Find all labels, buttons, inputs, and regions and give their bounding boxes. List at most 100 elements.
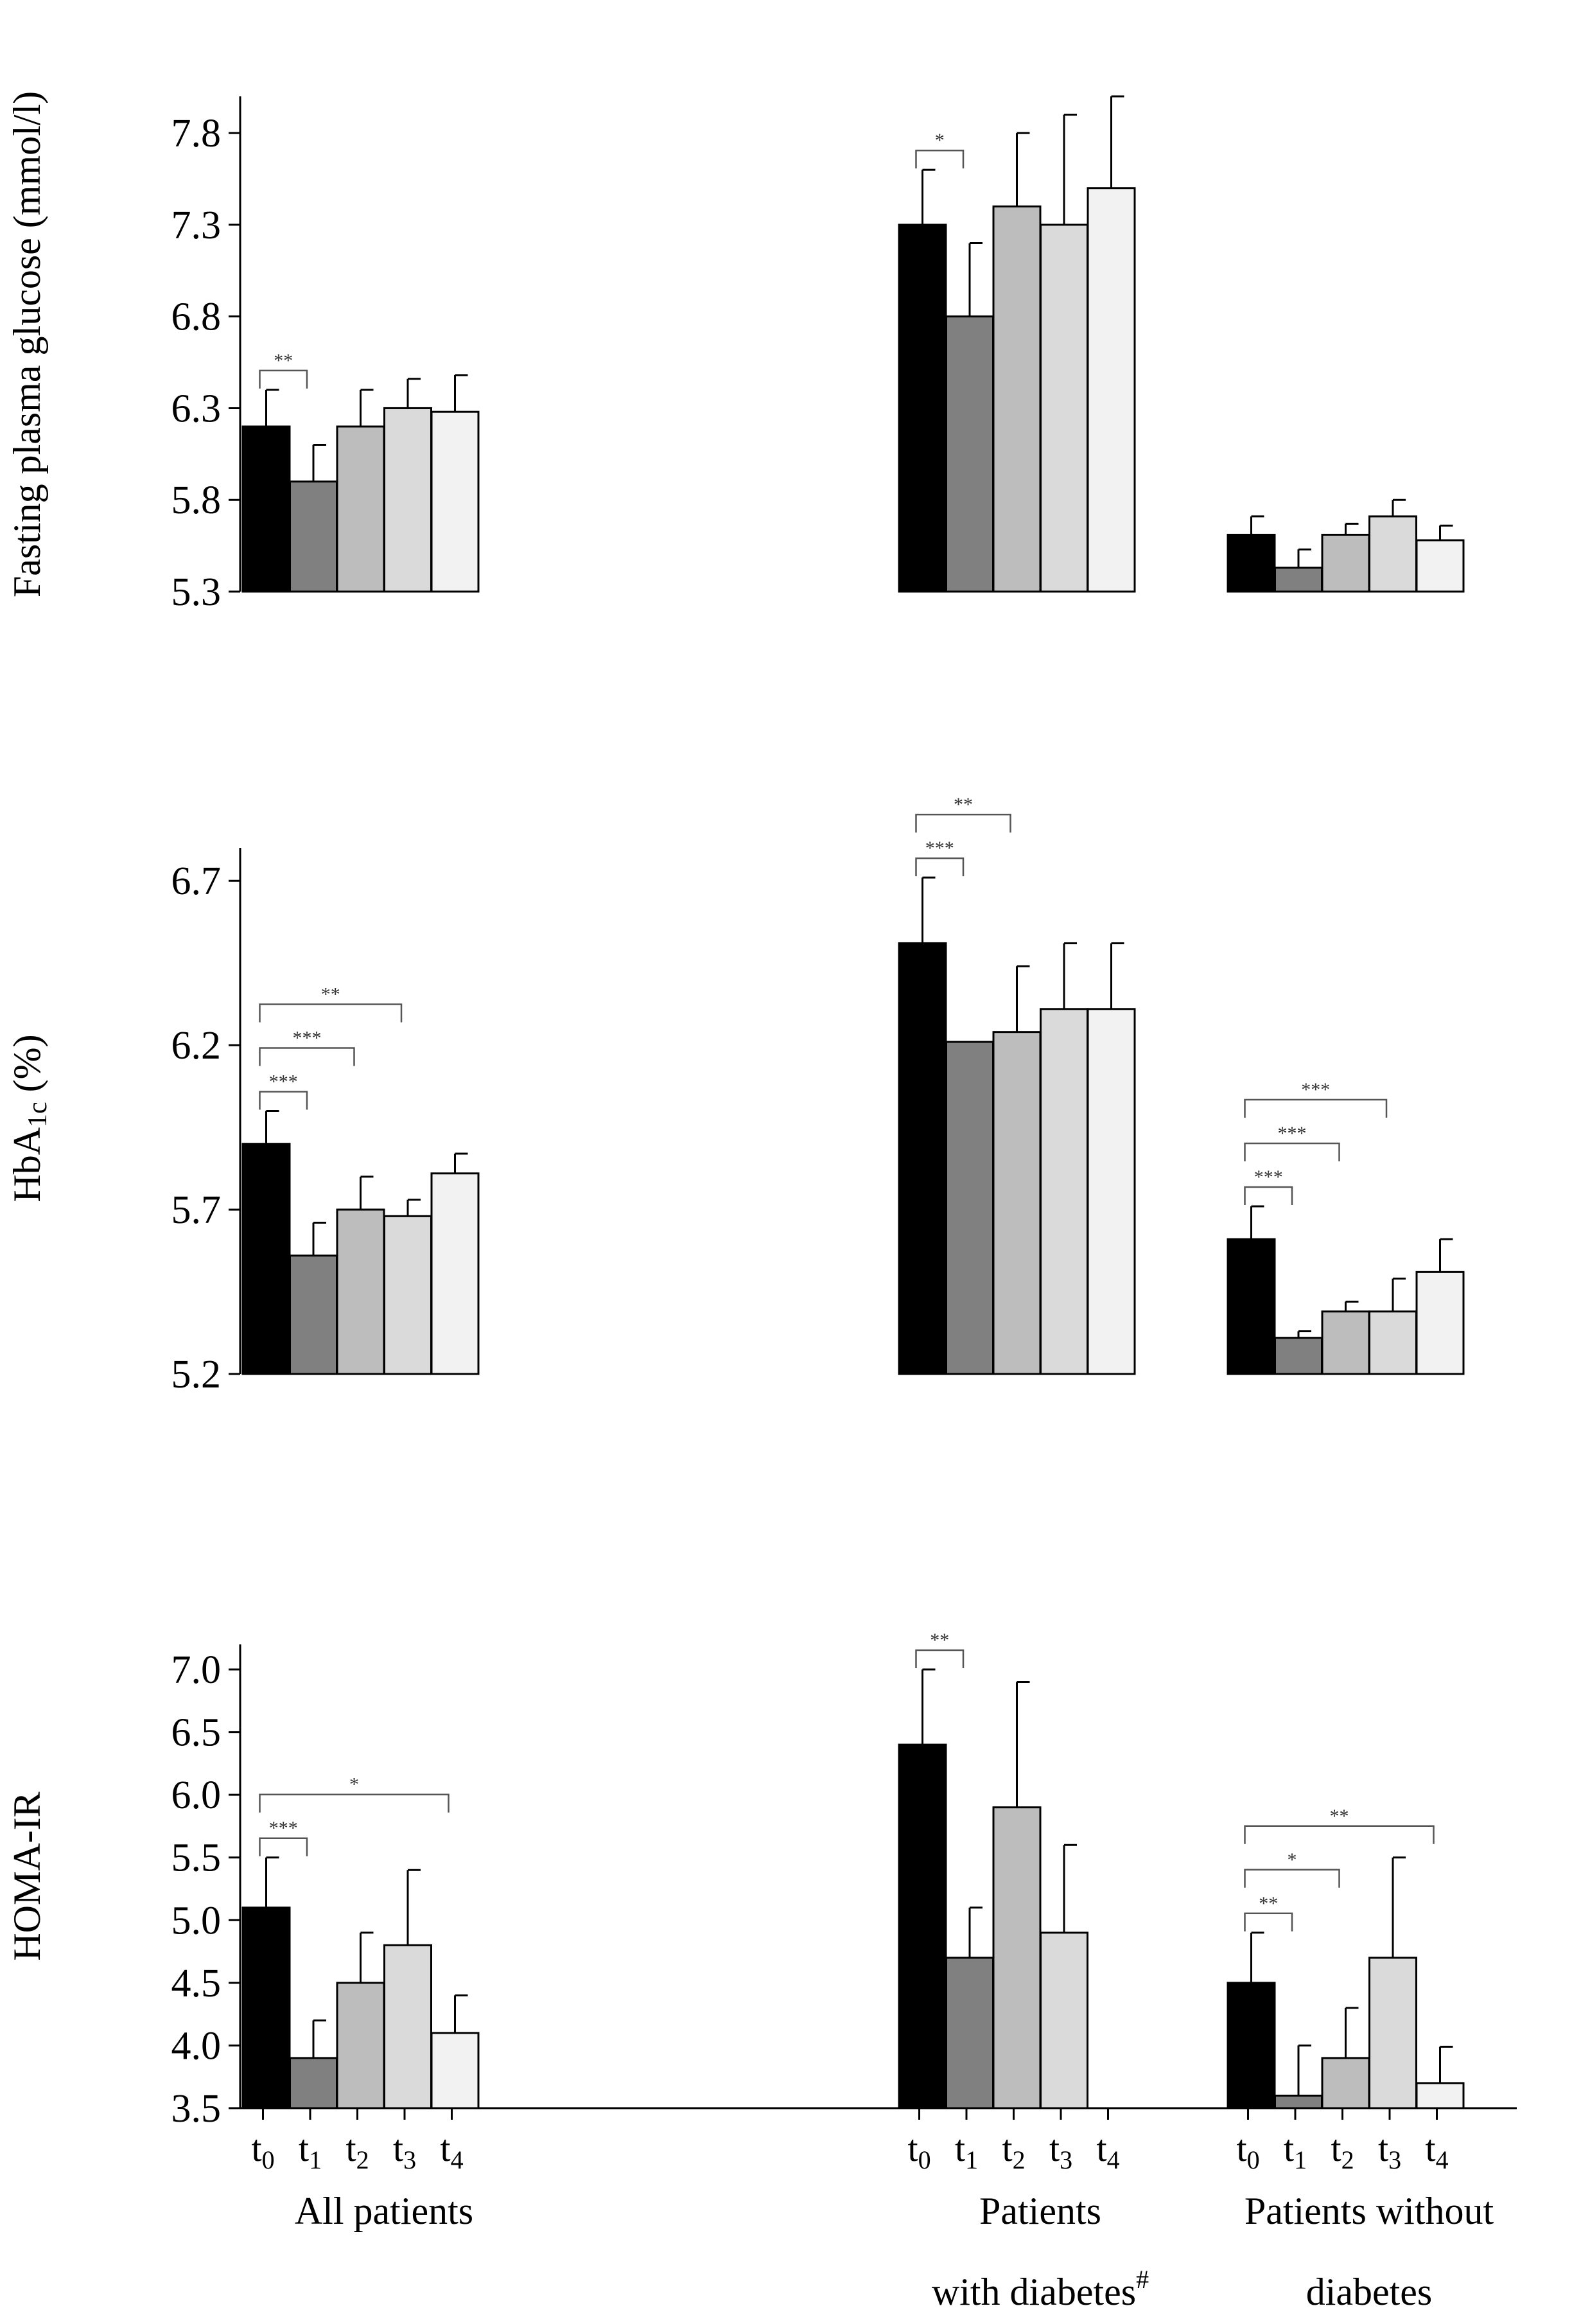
bar-hba1c-g2-t4 xyxy=(1415,1271,1465,1375)
bar-fpg-g1-t2 xyxy=(992,205,1042,593)
significance-bracket xyxy=(915,1649,965,1669)
bar-fpg-g1-t4 xyxy=(1087,187,1136,593)
bar-fpg-g2-t4 xyxy=(1415,539,1465,593)
significance-label: ** xyxy=(954,794,973,815)
bar-homa-g0-t0 xyxy=(241,1906,291,2109)
bar-group-2: ***** xyxy=(1227,1806,1465,2109)
bar-fpg-g1-t1 xyxy=(945,315,994,593)
x-tick-label: t1 xyxy=(299,2127,322,2174)
y-tick-label: 7.3 xyxy=(171,204,222,247)
significance-bracket xyxy=(1244,1142,1340,1161)
x-tick-label: t3 xyxy=(1049,2127,1072,2174)
significance-bracket xyxy=(1244,1825,1435,1844)
bar-hba1c-g0-t4 xyxy=(430,1172,480,1375)
bar-group-2 xyxy=(1227,498,1465,593)
bar-fpg-g0-t1 xyxy=(289,480,338,593)
x-tick-label: t2 xyxy=(1002,2127,1025,2174)
bar-hba1c-g2-t3 xyxy=(1368,1310,1417,1375)
group-label-nodm-line1: Patients without xyxy=(1245,2190,1494,2232)
significance-label: *** xyxy=(925,838,954,859)
bar-hba1c-g0-t0 xyxy=(241,1143,291,1375)
bar-hba1c-g1-t1 xyxy=(945,1041,994,1375)
y-tick-label: 5.5 xyxy=(171,1836,222,1880)
bar-hba1c-g2-t2 xyxy=(1321,1310,1370,1375)
group-label-all-line1: All patients xyxy=(295,2190,473,2232)
y-axis-title: Fasting plasma glucose (mmol/l) xyxy=(6,91,48,597)
significance-label: ** xyxy=(321,984,340,1005)
x-tick-label: t3 xyxy=(393,2127,416,2174)
significance-bracket xyxy=(1244,1098,1388,1118)
bar-group-0: ** xyxy=(241,350,480,593)
y-tick-label: 6.2 xyxy=(171,1024,222,1068)
significance-label: *** xyxy=(269,1071,298,1093)
x-tick-label: t0 xyxy=(907,2127,930,2174)
x-tick-label: t0 xyxy=(1236,2127,1259,2174)
bar-hba1c-g1-t4 xyxy=(1087,1008,1136,1375)
significance-label: ** xyxy=(930,1630,949,1651)
group-label-dm-line1: Patients xyxy=(979,2190,1101,2232)
bar-hba1c-g0-t1 xyxy=(289,1254,338,1375)
bar-homa-g2-t2 xyxy=(1321,2057,1370,2109)
significance-label: *** xyxy=(1254,1166,1283,1188)
bar-fpg-g0-t3 xyxy=(383,407,432,593)
significance-label: * xyxy=(349,1774,359,1795)
significance-bracket xyxy=(259,369,308,389)
y-tick-label: 4.0 xyxy=(171,2024,222,2068)
y-tick-label: 5.2 xyxy=(171,1353,222,1396)
time-point-labels: t0 t1 t2 t3 t4 t0 t1 t2 t3 t4 t0 t1 t2 t3 t4 xyxy=(251,2108,1449,2174)
significance-bracket xyxy=(915,857,965,877)
bar-group-0: **** xyxy=(241,1774,480,2109)
y-tick-label: 6.0 xyxy=(171,1774,222,1817)
bar-homa-g2-t4 xyxy=(1415,2082,1465,2109)
bar-group-1: * xyxy=(898,95,1136,593)
bar-homa-g0-t2 xyxy=(336,1982,385,2109)
y-tick-label: 7.0 xyxy=(171,1648,222,1692)
y-tick-label: 3.5 xyxy=(171,2087,222,2131)
bar-hba1c-g2-t0 xyxy=(1227,1238,1276,1375)
y-tick-label: 5.8 xyxy=(171,479,222,522)
significance-label: *** xyxy=(293,1028,322,1049)
significance-label: ** xyxy=(1330,1806,1349,1827)
chart-panel-fpg: 5.3 5.8 6.3 6.8 7.3 7.8 Fasting plasma glucose… xyxy=(6,91,1465,614)
significance-label: * xyxy=(935,130,945,151)
x-tick-label: t2 xyxy=(345,2127,369,2174)
x-tick-label: t2 xyxy=(1331,2127,1354,2174)
bar-fpg-g0-t2 xyxy=(336,425,385,593)
significance-label: *** xyxy=(1301,1079,1330,1100)
bar-fpg-g2-t3 xyxy=(1368,515,1417,593)
significance-bracket xyxy=(259,1003,403,1023)
y-axis-title: HbA1c (%) xyxy=(6,1034,53,1202)
significance-bracket xyxy=(259,1091,308,1110)
significance-label: * xyxy=(1288,1849,1297,1871)
bar-homa-g0-t1 xyxy=(289,2057,338,2109)
bar-fpg-g2-t1 xyxy=(1274,567,1323,593)
bar-hba1c-g2-t1 xyxy=(1274,1337,1323,1375)
x-tick-label: t4 xyxy=(1425,2127,1448,2174)
bar-fpg-g1-t3 xyxy=(1040,224,1088,593)
significance-label: *** xyxy=(269,1818,298,1839)
bar-group-2: *** *** *** xyxy=(1227,1079,1465,1375)
bar-fpg-g2-t2 xyxy=(1321,533,1370,593)
bar-homa-g0-t4 xyxy=(430,2032,480,2109)
significance-bracket xyxy=(259,1837,308,1856)
group-labels: All patients Patients with diabetes# Patien… xyxy=(295,2190,1494,2313)
significance-bracket xyxy=(915,813,1011,833)
bar-homa-g2-t3 xyxy=(1368,1957,1417,2109)
y-tick-label: 5.3 xyxy=(171,570,222,614)
y-axis-title: HOMA-IR xyxy=(6,1791,48,1960)
bar-fpg-g1-t0 xyxy=(898,224,947,593)
bar-hba1c-g1-t0 xyxy=(898,942,947,1375)
x-tick-label: t4 xyxy=(440,2127,463,2174)
y-tick-label: 4.5 xyxy=(171,1962,222,2005)
bar-group-1: ***** xyxy=(898,794,1136,1375)
bar-fpg-g0-t4 xyxy=(430,410,480,593)
x-tick-label: t4 xyxy=(1096,2127,1119,2174)
bar-homa-g1-t1 xyxy=(945,1957,994,2109)
significance-bracket xyxy=(1244,1186,1293,1205)
bar-hba1c-g1-t3 xyxy=(1040,1008,1088,1375)
bar-homa-g2-t0 xyxy=(1227,1982,1276,2109)
significance-label: ** xyxy=(274,350,293,371)
x-tick-label: t0 xyxy=(251,2127,274,2174)
y-tick-label: 7.8 xyxy=(171,112,222,155)
